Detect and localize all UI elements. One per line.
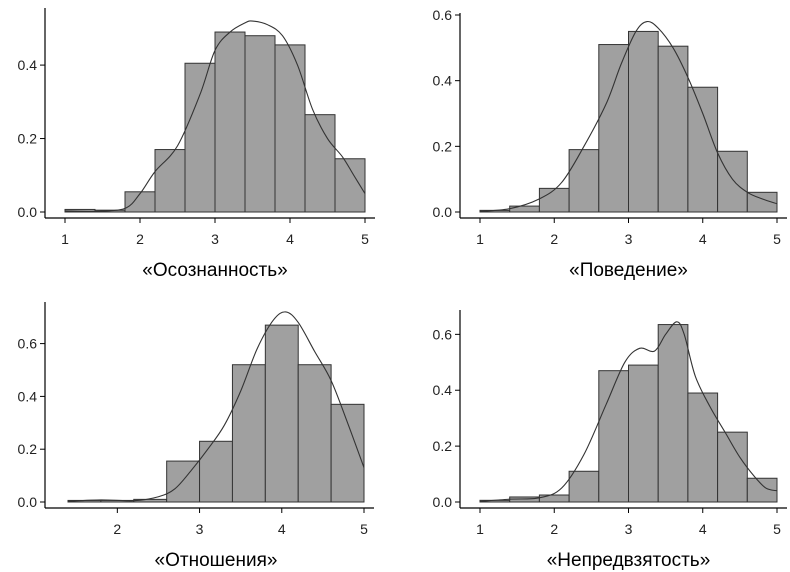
histogram-bar (538, 494, 570, 503)
histogram-bar (657, 45, 689, 213)
x-tick-label: 2 (113, 521, 121, 537)
x-tick-label: 3 (625, 521, 633, 537)
histogram-bar (199, 440, 233, 503)
x-tick-label: 1 (61, 231, 69, 247)
histogram-panel-povedenie: 1 2 3 4 5 0.0 0.2 0.4 0.6 «Поведение» (433, 7, 787, 281)
x-tick-label: 3 (196, 521, 204, 537)
x-tick-label: 5 (361, 231, 369, 247)
histogram-bar (717, 431, 748, 503)
y-tick-label: 0.4 (433, 73, 453, 89)
histogram-bar (598, 370, 629, 503)
histogram-bar (509, 205, 540, 213)
histogram-panel-nepredvzyatost: 1 2 3 4 5 0.0 0.2 0.4 0.6 «Непредвзятость» (433, 310, 787, 571)
histogram-bar (746, 477, 778, 503)
density-curve (64, 20, 366, 212)
histogram-bar (598, 44, 629, 213)
histogram-bar (746, 191, 778, 213)
histogram-bar (687, 392, 719, 503)
histogram-bar (231, 364, 266, 503)
histogram-bar (264, 324, 299, 503)
histogram-bar (184, 62, 216, 213)
histogram-panel-osoznannost: 1 2 3 4 5 0.0 0.2 0.4 «Осознанность» (18, 8, 375, 281)
histogram-bar (628, 30, 659, 213)
x-tick-label: 5 (360, 521, 368, 537)
y-tick-label: 0.6 (433, 7, 453, 23)
histogram-panel-otnosheniya: 2 3 4 5 0.0 0.2 0.4 0.6 «Отношения» (18, 302, 374, 571)
y-tick-label: 0.4 (18, 388, 38, 404)
y-tick-label: 0.6 (433, 326, 453, 342)
x-tick-label: 5 (773, 231, 781, 247)
x-tick-label: 4 (286, 231, 294, 247)
x-axis-title: «Отношения» (155, 550, 278, 571)
y-tick-label: 0.2 (18, 441, 38, 457)
histogram-bar (568, 470, 600, 503)
x-tick-label: 2 (550, 231, 558, 247)
y-tick-label: 0.4 (18, 57, 38, 73)
x-tick-label: 2 (136, 231, 144, 247)
x-axis-title: «Осознанность» (142, 260, 287, 281)
y-tick-label: 0.0 (433, 494, 453, 510)
y-tick-label: 0.0 (433, 204, 453, 220)
y-tick-label: 0.0 (18, 204, 38, 220)
x-tick-label: 5 (773, 521, 781, 537)
histogram-bar (538, 187, 570, 213)
density-curve (479, 321, 778, 502)
y-tick-label: 0.0 (18, 494, 38, 510)
y-tick-label: 0.6 (18, 336, 38, 352)
x-tick-label: 4 (699, 521, 707, 537)
histogram-bar (628, 364, 659, 503)
histogram-bar (124, 191, 156, 213)
histogram-bar (154, 149, 186, 213)
histogram-bar (297, 364, 332, 503)
density-curve (479, 20, 778, 212)
y-tick-label: 0.4 (433, 382, 453, 398)
histogram-bar (687, 86, 719, 213)
x-tick-label: 3 (211, 231, 219, 247)
x-axis-title: «Поведение» (569, 260, 688, 281)
x-axis-title: «Непредвзятость» (547, 550, 711, 571)
histogram-bar (657, 324, 689, 503)
histogram-bar (568, 149, 600, 213)
histogram-bar (214, 31, 246, 213)
x-tick-label: 1 (476, 521, 484, 537)
x-tick-label: 4 (699, 231, 707, 247)
density-curve (67, 311, 365, 502)
x-tick-label: 3 (625, 231, 633, 247)
x-tick-label: 4 (278, 521, 286, 537)
y-tick-label: 0.2 (18, 131, 38, 147)
x-tick-label: 2 (550, 521, 558, 537)
y-tick-label: 0.2 (433, 438, 453, 454)
y-tick-label: 0.2 (433, 138, 453, 154)
histogram-bar (274, 44, 306, 213)
histogram-bar (304, 114, 336, 213)
histogram-bar (166, 460, 201, 503)
histogram-bar (244, 35, 276, 213)
histogram-bar (717, 150, 748, 213)
x-tick-label: 1 (476, 231, 484, 247)
